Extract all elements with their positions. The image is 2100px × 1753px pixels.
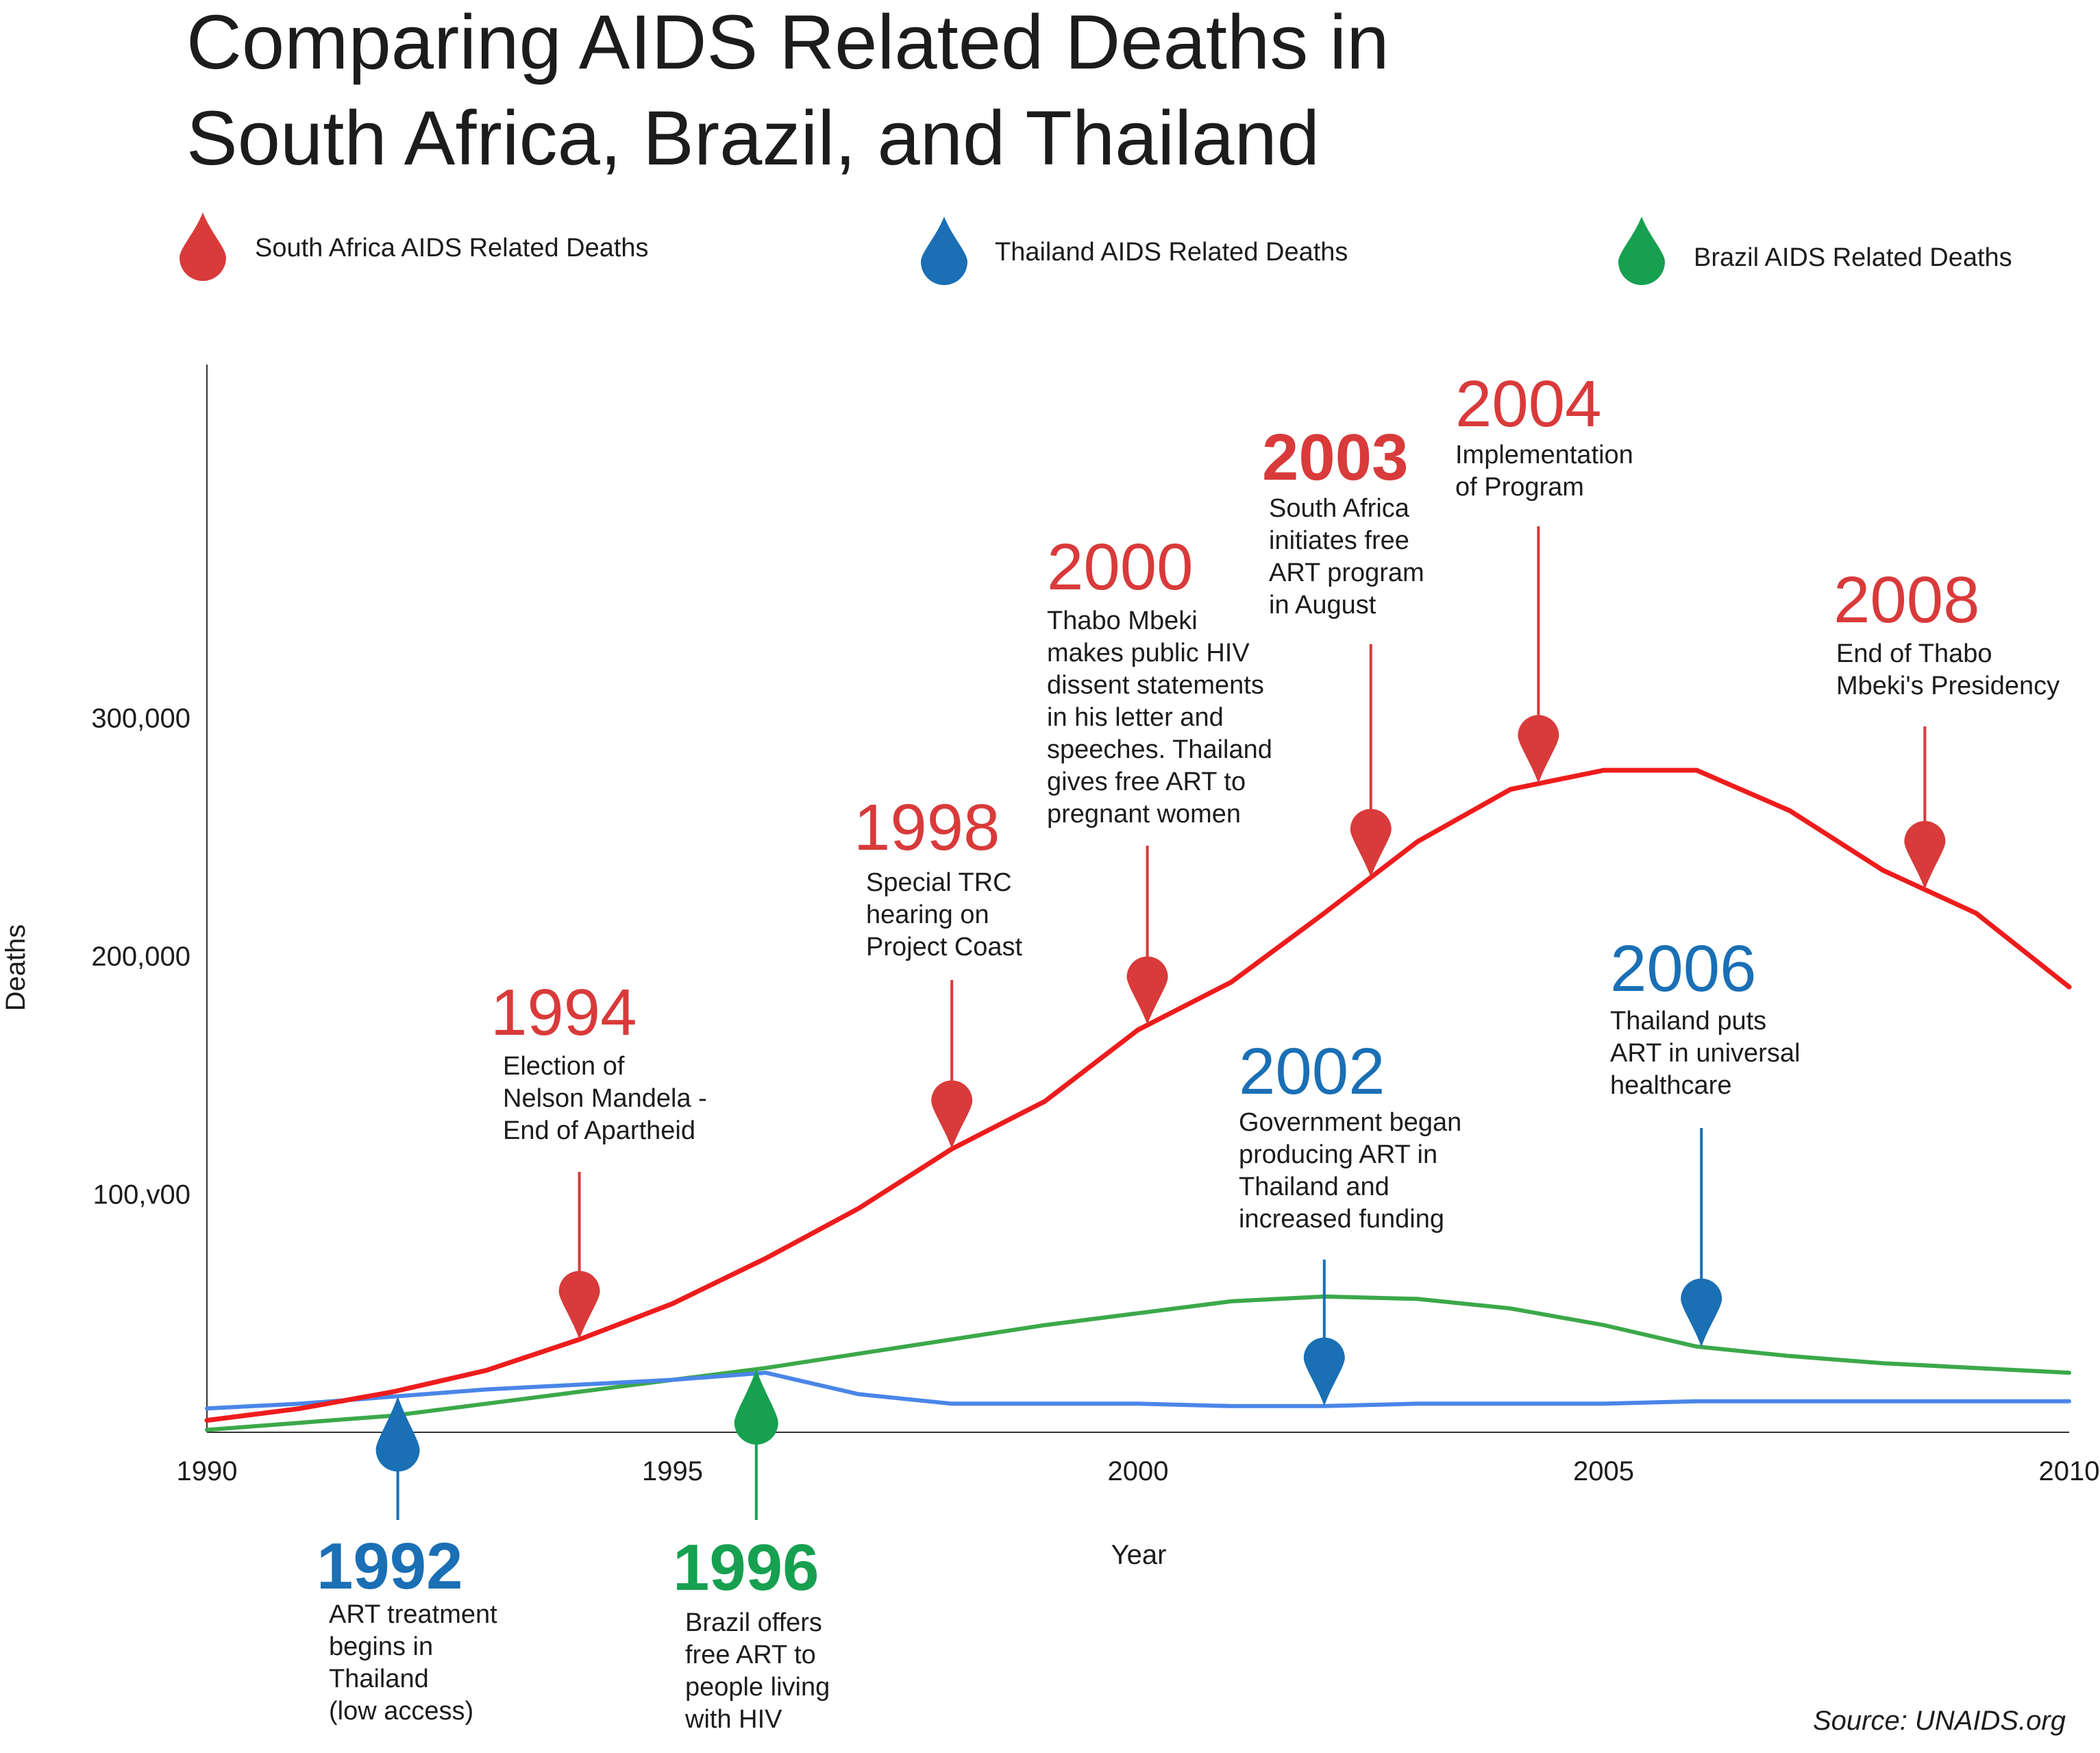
chart-title-line-1: Comparing AIDS Related Deaths in — [186, 0, 1389, 85]
legend-item-thailand: Thailand AIDS Related Deaths — [921, 217, 1348, 285]
annotation-year: 1996 — [673, 1531, 819, 1604]
x-tick-label: 1995 — [642, 1456, 703, 1486]
annotation-text-line: makes public HIV — [1047, 639, 1250, 667]
annotation-text-line: Election of — [503, 1052, 625, 1081]
legend-item-south-africa: South Africa AIDS Related Deaths — [180, 212, 649, 281]
legend-label-thailand: Thailand AIDS Related Deaths — [995, 238, 1348, 267]
legend: South Africa AIDS Related Deaths Thailan… — [180, 212, 2012, 285]
annotation-year: 2000 — [1047, 530, 1194, 604]
annotation-year: 1994 — [491, 976, 637, 1049]
series-line-south-africa — [204, 768, 2072, 1423]
annotation-text-line: increased funding — [1239, 1205, 1444, 1234]
drop-marker-icon — [1681, 1278, 1722, 1347]
drop-marker-icon — [1126, 956, 1168, 1025]
annotation-text-line: End of Apartheid — [503, 1116, 695, 1145]
legend-label-south-africa: South Africa AIDS Related Deaths — [255, 234, 649, 262]
annotation-text-line: hearing on — [866, 900, 989, 929]
drop-marker-icon — [1303, 1337, 1345, 1406]
drop-marker-icon — [558, 1271, 600, 1340]
annotation-text-line: (low access) — [329, 1697, 473, 1726]
drop-icon — [1618, 217, 1665, 285]
annotation-text-line: Mbeki's Presidency — [1836, 672, 2060, 700]
y-tick-label: 300,000 — [91, 704, 190, 734]
x-tick-label: 1990 — [177, 1456, 238, 1486]
annotation-year: 2003 — [1262, 421, 1409, 494]
y-tick-label: 200,000 — [91, 942, 190, 972]
drop-marker-icon — [1518, 715, 1559, 784]
annotation-text-line: producing ART in — [1239, 1140, 1437, 1169]
annotation-year: 2008 — [1833, 563, 1980, 637]
series-line-brazil — [205, 1294, 2071, 1432]
annotation-text-line: ART program — [1269, 559, 1424, 587]
drop-icon — [180, 212, 226, 281]
annotation-year: 2004 — [1455, 367, 1602, 441]
annotation-text-line: gives free ART to — [1047, 768, 1246, 796]
annotation-year: 2002 — [1239, 1035, 1385, 1108]
annotation-text-line: Special TRC — [866, 868, 1012, 897]
drop-marker-icon — [1904, 821, 1946, 890]
y-tick-label: 100,v00 — [93, 1180, 190, 1210]
annotation-1998: 1998 Special TRC hearing on Project Coast — [854, 791, 1023, 1149]
annotation-text-line: Project Coast — [866, 933, 1023, 961]
annotation-text-line: Brazil offers — [685, 1608, 822, 1637]
annotation-text-line: speeches. Thailand — [1047, 735, 1272, 764]
annotation-year: 1998 — [854, 791, 1000, 864]
x-tick-label: 2000 — [1108, 1456, 1169, 1486]
annotation-text-line: with HIV — [684, 1705, 782, 1734]
x-axis-title: Year — [1111, 1540, 1167, 1570]
annotation-text-line: in August — [1269, 591, 1376, 620]
drop-marker-icon — [734, 1369, 778, 1445]
annotation-text-line: initiates free — [1269, 526, 1409, 555]
series-lines — [204, 768, 2072, 1432]
annotation-text-line: Implementation — [1455, 441, 1633, 469]
x-tick-label: 2010 — [2039, 1456, 2100, 1486]
annotation-text-line: of Program — [1455, 473, 1584, 502]
annotation-text-line: Thabo Mbeki — [1047, 606, 1198, 635]
annotation-text-line: Thailand and — [1239, 1173, 1389, 1201]
annotation-text-line: ART treatment — [329, 1600, 497, 1629]
annotation-1994: 1994 Election of Nelson Mandela - End of Ap… — [491, 976, 707, 1340]
y-tick-labels: 100,v00 200,000 300,000 — [91, 704, 190, 1210]
chart-title-line-2: South Africa, Brazil, and Thailand — [186, 95, 1320, 181]
annotation-text-line: people living — [685, 1673, 830, 1702]
annotation-text-line: South Africa — [1269, 494, 1410, 523]
drop-marker-icon — [375, 1396, 420, 1472]
annotation-text-line: free ART to — [685, 1641, 816, 1669]
annotation-text-line: Thailand puts — [1610, 1007, 1766, 1035]
annotation-text-line: healthcare — [1610, 1071, 1731, 1100]
annotation-year: 1992 — [317, 1530, 463, 1603]
legend-item-brazil: Brazil AIDS Related Deaths — [1618, 217, 2012, 285]
annotation-text-line: Thailand — [329, 1665, 429, 1693]
annotation-year: 2006 — [1610, 932, 1757, 1005]
x-tick-labels: 1990 1995 2000 2005 2010 — [177, 1456, 2100, 1486]
annotation-1996: 1996 Brazil offers free ART to people livin… — [673, 1369, 830, 1734]
series-line-thailand — [205, 1371, 2071, 1411]
annotation-text-line: Nelson Mandela - — [503, 1084, 707, 1113]
annotation-text-line: Government began — [1239, 1108, 1461, 1137]
annotation-text-line: begins in — [329, 1632, 433, 1661]
source-note: Source: UNAIDS.org — [1813, 1706, 2066, 1736]
annotation-text-line: pregnant women — [1047, 800, 1241, 829]
annotation-text-line: End of Thabo — [1836, 639, 1992, 668]
legend-label-brazil: Brazil AIDS Related Deaths — [1694, 243, 2012, 272]
annotation-text-line: in his letter and — [1047, 703, 1224, 732]
drop-marker-icon — [1350, 809, 1392, 878]
x-tick-label: 2005 — [1573, 1456, 1634, 1486]
annotation-text-line: dissent statements — [1047, 671, 1264, 700]
y-axis-title: Deaths — [1, 924, 31, 1012]
drop-marker-icon — [931, 1080, 973, 1149]
annotation-text-line: ART in universal — [1610, 1039, 1800, 1068]
drop-icon — [921, 217, 967, 285]
